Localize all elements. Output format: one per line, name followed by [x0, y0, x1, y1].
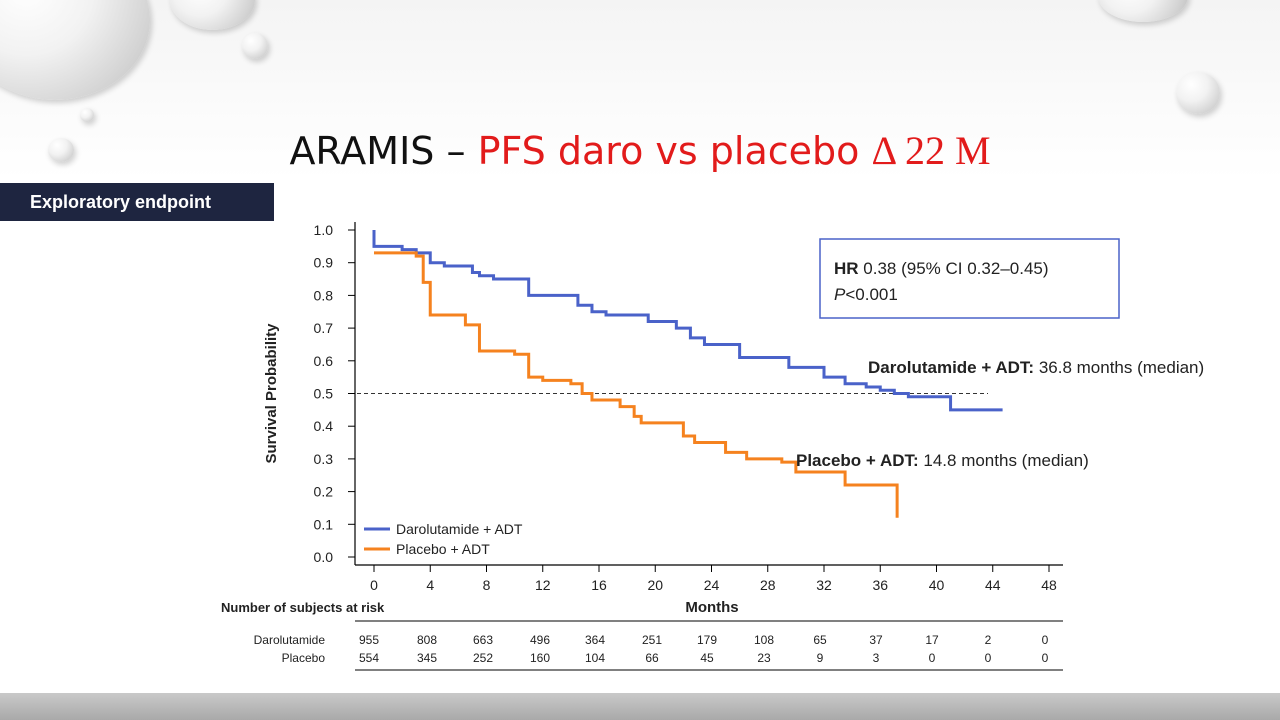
placebo-annotation-bold: Placebo + ADT: [796, 451, 919, 470]
water-drop-decoration [1176, 72, 1220, 114]
x-tick-label: 36 [872, 577, 888, 593]
series-line-darolutamide [372, 230, 1003, 412]
hr-text: HR 0.38 (95% CI 0.32–0.45) [834, 259, 1049, 278]
chart-panel: 0.0 0.1 0.2 0.3 0.4 0.5 0.6 0.7 0.8 0.9 1.0 0 4 8 12 16… [0, 221, 1280, 693]
legend-label-placebo: Placebo + ADT [396, 541, 490, 557]
y-tick-label: 1.0 [314, 222, 334, 238]
y-tick-label: 0.0 [314, 549, 334, 565]
x-axis-label: Months [685, 599, 738, 616]
x-tick-label: 32 [816, 577, 832, 593]
hr-value: 0.38 (95% CI 0.32–0.45) [859, 259, 1049, 278]
x-tick-label: 8 [483, 577, 491, 593]
risk-cell: 45 [700, 651, 714, 665]
risk-cell: 0 [1042, 651, 1049, 665]
series-line-placebo [374, 251, 899, 518]
p-value-text: P<0.001 [834, 285, 898, 304]
y-tick-label: 0.2 [314, 484, 334, 500]
y-tick-label: 0.9 [314, 255, 334, 271]
x-tick-label: 12 [535, 577, 551, 593]
placebo-median-annotation: Placebo + ADT: 14.8 months (median) [796, 451, 1089, 470]
risk-cell: 66 [645, 651, 659, 665]
risk-cell: 955 [359, 633, 379, 647]
y-tick-label: 0.1 [314, 516, 334, 532]
y-tick-label: 0.8 [314, 287, 334, 303]
exploratory-endpoint-badge: Exploratory endpoint [0, 183, 274, 221]
title-delta: Δ 22 M [871, 128, 991, 173]
x-tick-label: 44 [985, 577, 1001, 593]
slide-footer-band [0, 693, 1280, 720]
risk-cell: 496 [530, 633, 550, 647]
title-prefix: ARAMIS – [289, 129, 478, 173]
x-tick-label: 40 [929, 577, 945, 593]
darolutamide-annotation-bold: Darolutamide + ADT: [868, 358, 1034, 377]
x-tick-label: 20 [647, 577, 663, 593]
y-tick-label: 0.3 [314, 451, 334, 467]
risk-cell: 663 [473, 633, 493, 647]
risk-cell: 252 [473, 651, 493, 665]
risk-row-label-placebo: Placebo [282, 651, 326, 665]
risk-cell: 9 [817, 651, 824, 665]
x-tick-label: 48 [1041, 577, 1057, 593]
risk-cell: 364 [585, 633, 605, 647]
title-highlight: PFS daro vs placebo [477, 129, 872, 173]
x-tick-label: 4 [426, 577, 434, 593]
km-chart: 0.00.10.20.30.40.50.60.70.80.91.00 4 8 12 16… [221, 222, 1204, 671]
risk-cell: 2 [985, 633, 992, 647]
hr-box [819, 238, 1120, 319]
y-tick-label: 0.4 [314, 418, 334, 434]
x-tick-label: 24 [704, 577, 720, 593]
chart-content: 0.00.10.20.30.40.50.60.70.80.91.00 4 8 12 16… [221, 222, 1204, 671]
water-drop-decoration [242, 33, 268, 59]
risk-cell: 3 [873, 651, 880, 665]
y-tick-label: 0.6 [314, 353, 334, 369]
slide-title: ARAMIS – PFS daro vs placebo Δ 22 M [0, 126, 1280, 177]
p-label: P [834, 285, 846, 304]
p-value: <0.001 [845, 285, 897, 304]
risk-cell: 808 [417, 633, 437, 647]
y-tick-label: 0.7 [314, 320, 334, 336]
darolutamide-annotation-text: 36.8 months (median) [1034, 358, 1204, 377]
risk-cell: 108 [754, 633, 774, 647]
hr-label: HR [834, 259, 859, 278]
risk-cell: 104 [585, 651, 605, 665]
y-axis-label: Survival Probability [263, 323, 280, 464]
risk-cell: 23 [757, 651, 771, 665]
water-drop-decoration [80, 108, 94, 122]
water-drop-decoration [48, 138, 74, 162]
risk-cell: 17 [925, 633, 939, 647]
x-tick-label: 0 [370, 577, 378, 593]
slide-header-background [0, 0, 1280, 180]
risk-cell: 160 [530, 651, 550, 665]
risk-cell: 0 [1042, 633, 1049, 647]
risk-cell: 345 [417, 651, 437, 665]
risk-cell: 251 [642, 633, 662, 647]
risk-cell: 554 [359, 651, 379, 665]
risk-cell: 179 [697, 633, 717, 647]
risk-cell: 65 [813, 633, 827, 647]
legend-label-darolutamide: Darolutamide + ADT [396, 521, 523, 537]
risk-table-title: Number of subjects at risk [221, 600, 385, 615]
water-drop-decoration [1098, 0, 1188, 22]
risk-cell: 0 [929, 651, 936, 665]
risk-cell: 0 [985, 651, 992, 665]
risk-row-label-darolutamide: Darolutamide [254, 633, 326, 647]
darolutamide-median-annotation: Darolutamide + ADT: 36.8 months (median) [868, 358, 1204, 377]
x-tick-label: 16 [591, 577, 607, 593]
y-tick-label: 0.5 [314, 386, 334, 402]
placebo-annotation-text: 14.8 months (median) [919, 451, 1089, 470]
risk-cell: 37 [869, 633, 883, 647]
x-tick-label: 28 [760, 577, 776, 593]
